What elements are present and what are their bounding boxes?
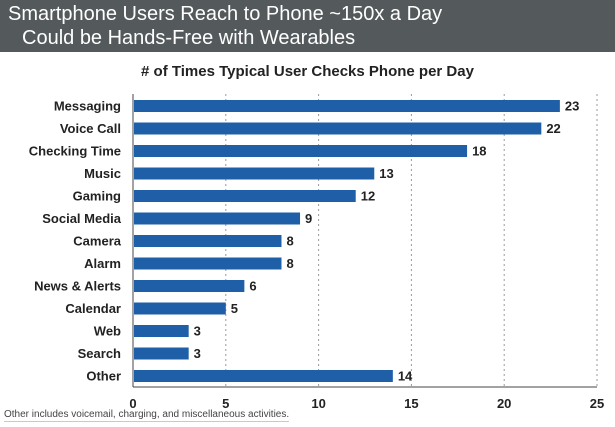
- category-label: Web: [94, 324, 121, 339]
- category-label: Messaging: [54, 99, 121, 114]
- data-label: 12: [361, 189, 375, 204]
- bar: [134, 145, 468, 157]
- bar: [134, 370, 393, 382]
- bar: [134, 280, 245, 292]
- category-label: Search: [78, 346, 121, 361]
- bar: [134, 257, 282, 270]
- data-label: 6: [249, 279, 256, 294]
- bar: [134, 122, 542, 135]
- data-label: 3: [194, 324, 201, 339]
- category-label: Camera: [73, 234, 121, 249]
- category-label: Voice Call: [60, 121, 121, 136]
- category-label: News & Alerts: [34, 279, 121, 294]
- category-label: Social Media: [42, 211, 122, 226]
- x-tick-label: 15: [404, 396, 418, 411]
- data-label: 18: [472, 144, 486, 159]
- bar: [134, 212, 301, 225]
- x-tick-label: 0: [129, 396, 136, 411]
- data-label: 5: [231, 301, 238, 316]
- bar: [134, 235, 282, 247]
- title-banner: Smartphone Users Reach to Phone ~150x a …: [0, 0, 615, 52]
- bar: [134, 347, 189, 360]
- category-label: Checking Time: [29, 144, 121, 159]
- footnote: Other includes voicemail, charging, and …: [4, 409, 290, 422]
- bar: [134, 325, 189, 337]
- bar: [134, 100, 560, 112]
- chart-title: # of Times Typical User Checks Phone per…: [141, 63, 474, 80]
- data-label: 8: [286, 234, 293, 249]
- x-tick-label: 20: [497, 396, 511, 411]
- data-label: 8: [286, 256, 293, 271]
- data-label: 22: [546, 121, 560, 136]
- bar: [134, 190, 356, 202]
- banner-subheadline: Could be Hands-Free with Wearables: [22, 27, 356, 49]
- data-label: 13: [379, 166, 393, 181]
- category-label: Other: [86, 369, 121, 384]
- x-tick-label: 25: [590, 396, 604, 411]
- data-label: 9: [305, 211, 312, 226]
- banner-headline: Smartphone Users Reach to Phone ~150x a …: [8, 3, 443, 25]
- data-label: 23: [565, 99, 579, 114]
- bar: [134, 167, 375, 180]
- data-label: 14: [398, 369, 413, 384]
- category-label: Gaming: [73, 189, 121, 204]
- category-label: Calendar: [65, 301, 121, 316]
- bar: [134, 302, 226, 315]
- category-label: Alarm: [84, 256, 121, 271]
- category-label: Music: [84, 166, 121, 181]
- data-label: 3: [194, 346, 201, 361]
- x-tick-label: 10: [311, 396, 325, 411]
- x-tick-label: 5: [222, 396, 229, 411]
